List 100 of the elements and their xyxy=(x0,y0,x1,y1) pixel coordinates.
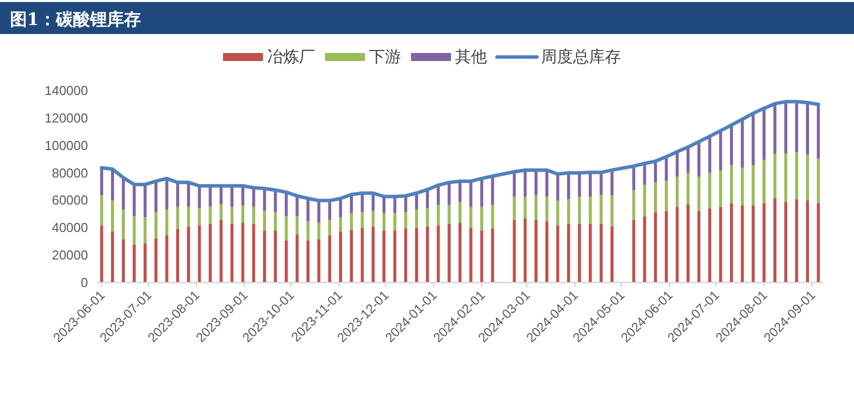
bar xyxy=(350,194,353,213)
bar xyxy=(686,204,690,282)
bar xyxy=(436,225,440,282)
bar xyxy=(632,166,636,190)
bar xyxy=(144,184,147,218)
bar xyxy=(176,182,180,207)
bar xyxy=(252,206,256,224)
bar xyxy=(111,231,114,282)
bar xyxy=(393,230,396,282)
bar xyxy=(795,152,798,200)
bar xyxy=(100,195,104,226)
bar xyxy=(230,206,234,224)
bar xyxy=(154,212,158,238)
bar xyxy=(263,210,266,231)
bar xyxy=(165,210,168,236)
bar xyxy=(512,196,516,220)
bar xyxy=(816,203,820,282)
bar xyxy=(404,212,408,229)
bar xyxy=(708,172,712,208)
bar xyxy=(773,153,776,198)
bar xyxy=(198,225,201,282)
bar xyxy=(317,239,320,282)
y-tick-label: 100000 xyxy=(44,138,88,153)
bar xyxy=(480,206,484,231)
bar xyxy=(165,235,168,282)
bar xyxy=(154,238,158,282)
bar xyxy=(100,225,104,282)
bar xyxy=(122,239,125,282)
bar xyxy=(567,224,570,282)
bar xyxy=(600,172,603,196)
bar xyxy=(784,153,788,202)
bar xyxy=(567,199,570,224)
bar xyxy=(296,234,299,282)
bar xyxy=(144,243,147,282)
y-tick-label: 20000 xyxy=(52,248,88,263)
bar xyxy=(632,220,636,282)
bar xyxy=(480,230,484,282)
bar xyxy=(122,178,125,210)
bar xyxy=(382,212,386,231)
bar xyxy=(664,156,668,181)
bar xyxy=(816,158,820,204)
bar xyxy=(524,196,527,219)
bar xyxy=(600,195,603,224)
bar xyxy=(697,142,700,177)
bar xyxy=(339,198,342,218)
bar xyxy=(220,204,223,220)
bar xyxy=(588,224,592,282)
bar xyxy=(415,228,418,282)
bar xyxy=(686,147,690,173)
bar xyxy=(393,212,396,231)
bar xyxy=(208,206,212,224)
y-tick-label: 0 xyxy=(80,275,88,290)
bar xyxy=(328,200,332,220)
bar xyxy=(306,240,310,282)
bar xyxy=(762,160,766,204)
bar xyxy=(654,212,657,282)
y-tick-label: 140000 xyxy=(44,83,88,98)
bar xyxy=(708,136,712,173)
y-tick-label: 120000 xyxy=(44,110,88,126)
bar xyxy=(415,210,418,228)
bar xyxy=(448,224,451,282)
bar xyxy=(469,206,472,228)
bar xyxy=(752,205,755,282)
bar xyxy=(773,198,776,282)
bar xyxy=(469,228,472,282)
bar xyxy=(762,203,766,282)
bar xyxy=(795,199,798,282)
bar xyxy=(676,176,679,207)
bar xyxy=(208,224,212,282)
bar xyxy=(545,221,548,282)
y-tick-label: 80000 xyxy=(52,165,88,180)
bar xyxy=(578,224,581,282)
bar xyxy=(512,172,516,197)
bar xyxy=(306,221,310,241)
bar xyxy=(284,192,288,216)
bar xyxy=(220,186,223,204)
bar xyxy=(296,196,299,216)
bar xyxy=(610,226,614,282)
bar xyxy=(491,176,494,205)
bar xyxy=(382,230,386,282)
bar xyxy=(154,181,158,212)
bar xyxy=(664,210,668,282)
bar xyxy=(230,186,234,207)
bar xyxy=(241,222,244,282)
legend-label: 其他 xyxy=(455,48,487,66)
bar xyxy=(806,154,809,201)
bar xyxy=(480,178,484,207)
bar xyxy=(372,226,375,282)
bar xyxy=(556,200,560,226)
bar xyxy=(730,165,733,204)
bar xyxy=(740,205,744,282)
bar xyxy=(676,206,679,282)
bar xyxy=(534,195,538,220)
bar xyxy=(708,208,712,282)
legend-label: 下游 xyxy=(369,49,401,66)
bar xyxy=(404,228,408,282)
bar xyxy=(274,230,277,282)
bar xyxy=(752,113,755,166)
y-tick-label: 60000 xyxy=(52,192,88,208)
bar xyxy=(144,217,147,244)
